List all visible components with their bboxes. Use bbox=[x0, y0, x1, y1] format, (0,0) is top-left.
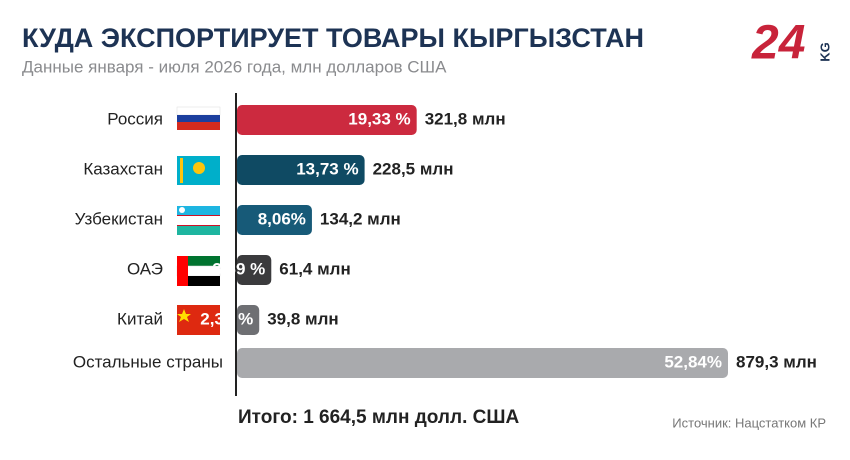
flag-uzbekistan bbox=[177, 206, 220, 235]
category-label: ОАЭ bbox=[127, 259, 163, 278]
share-label: 52,84% bbox=[664, 352, 722, 371]
bar bbox=[237, 205, 312, 235]
bar bbox=[237, 305, 260, 335]
share-label: 3,69 % bbox=[212, 259, 265, 278]
flag-china bbox=[177, 305, 220, 335]
bar bbox=[237, 155, 365, 185]
category-label: Остальные страны bbox=[73, 352, 223, 371]
source: Источник: Нацстатком КР bbox=[672, 415, 826, 430]
bar bbox=[237, 348, 728, 378]
value-label: 134,2 млн bbox=[320, 209, 401, 228]
logo-suffix: KG bbox=[817, 42, 832, 62]
category-label: Казахстан bbox=[83, 159, 163, 178]
value-label: 228,5 млн bbox=[373, 159, 454, 178]
value-label: 39,8 млн bbox=[267, 309, 338, 328]
flag-kazakhstan bbox=[177, 156, 220, 185]
flag-uae bbox=[176, 256, 221, 286]
value-label: 321,8 млн bbox=[425, 109, 506, 128]
share-label: 8,06% bbox=[258, 209, 306, 228]
share-label: 19,33 % bbox=[348, 109, 410, 128]
flag-russia bbox=[176, 106, 221, 130]
value-label: 61,4 млн bbox=[279, 259, 350, 278]
category-label: Россия bbox=[107, 109, 163, 128]
chart-subtitle: Данные января - июля 2026 года, млн долл… bbox=[22, 57, 447, 76]
logo: 24 bbox=[751, 17, 805, 70]
share-label: 13,73 % bbox=[296, 159, 358, 178]
chart-title: КУДА ЭКСПОРТИРУЕТ ТОВАРЫ КЫРГЫЗСТАН bbox=[22, 23, 644, 53]
bar bbox=[237, 255, 272, 285]
share-label: 2,35 % bbox=[200, 309, 253, 328]
category-label: Узбекистан bbox=[75, 209, 163, 228]
bar bbox=[237, 105, 417, 135]
total-label: Итого: 1 664,5 млн долл. США bbox=[238, 407, 519, 428]
category-label: Китай bbox=[117, 309, 163, 328]
value-label: 879,3 млн bbox=[736, 352, 817, 371]
